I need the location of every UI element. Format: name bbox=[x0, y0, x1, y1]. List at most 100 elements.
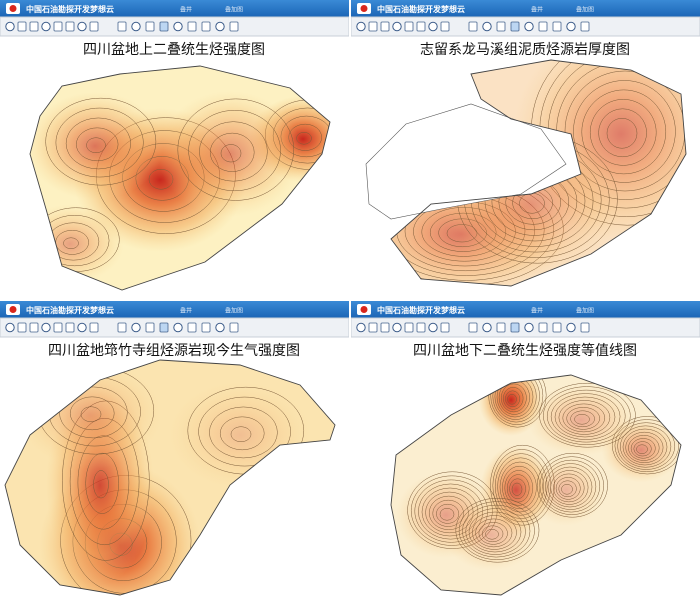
basin-outline bbox=[390, 59, 687, 287]
app-tab[interactable]: 叠井 bbox=[531, 6, 543, 14]
tool-button[interactable] bbox=[482, 21, 492, 32]
tool-button[interactable] bbox=[566, 322, 576, 333]
tool-button[interactable] bbox=[580, 21, 590, 32]
tool-button[interactable] bbox=[368, 21, 378, 32]
contour-line bbox=[86, 137, 106, 153]
tool-button[interactable] bbox=[159, 21, 169, 32]
tool-button[interactable] bbox=[145, 21, 155, 32]
tool-button[interactable] bbox=[496, 21, 506, 32]
tool-button[interactable] bbox=[428, 322, 438, 333]
tool-button[interactable] bbox=[392, 21, 402, 32]
tool-button[interactable] bbox=[187, 21, 197, 32]
tool-button[interactable] bbox=[77, 322, 87, 333]
tool-button[interactable] bbox=[17, 322, 27, 333]
tool-button[interactable] bbox=[41, 322, 51, 333]
tool-button[interactable] bbox=[201, 21, 211, 32]
tool-button[interactable] bbox=[404, 322, 414, 333]
contour-line bbox=[199, 121, 268, 182]
contour-line bbox=[465, 508, 526, 555]
tool-button[interactable] bbox=[538, 21, 548, 32]
tool-button[interactable] bbox=[428, 21, 438, 32]
tool-button[interactable] bbox=[53, 21, 63, 32]
tool-button[interactable] bbox=[229, 322, 239, 333]
contour-line bbox=[543, 386, 631, 445]
app-tab[interactable]: 叠加图 bbox=[225, 307, 243, 315]
tool-button[interactable] bbox=[201, 322, 211, 333]
map-title: 四川盆地下二叠统生烃强度等值线图 bbox=[413, 342, 637, 359]
map-panel: 中国石油勘探开发梦想云 叠井 叠加图 四川盆地筇竹寺组烃源岩现今生气强度图 bbox=[0, 301, 349, 599]
tool-button[interactable] bbox=[538, 322, 548, 333]
contour-line bbox=[570, 410, 595, 428]
tool-button[interactable] bbox=[524, 322, 534, 333]
tool-button[interactable] bbox=[229, 21, 239, 32]
contour-line bbox=[630, 438, 656, 459]
heat-zone bbox=[158, 91, 302, 217]
tool-button[interactable] bbox=[566, 21, 576, 32]
contour-line bbox=[545, 463, 597, 510]
tool-button[interactable] bbox=[5, 21, 15, 32]
tool-button[interactable] bbox=[173, 21, 183, 32]
tool-button[interactable] bbox=[117, 322, 127, 333]
tool-button[interactable] bbox=[416, 322, 426, 333]
tool-button[interactable] bbox=[77, 21, 87, 32]
tool-button[interactable] bbox=[552, 21, 562, 32]
tool-button[interactable] bbox=[41, 21, 51, 32]
app-tab[interactable]: 叠井 bbox=[180, 6, 192, 14]
tool-button[interactable] bbox=[524, 21, 534, 32]
tool-button[interactable] bbox=[404, 21, 414, 32]
contour-line bbox=[63, 237, 79, 249]
tool-button[interactable] bbox=[215, 322, 225, 333]
tool-button[interactable] bbox=[468, 21, 478, 32]
tool-button[interactable] bbox=[215, 21, 225, 32]
contour-line bbox=[628, 435, 660, 461]
tool-button[interactable] bbox=[356, 21, 366, 32]
contour-line bbox=[458, 501, 535, 560]
tool-button[interactable] bbox=[510, 21, 520, 32]
app-tab[interactable]: 叠加图 bbox=[225, 6, 243, 14]
contour-line bbox=[472, 515, 517, 550]
tool-button[interactable] bbox=[392, 322, 402, 333]
tool-button[interactable] bbox=[416, 21, 426, 32]
contour-line bbox=[494, 375, 537, 420]
tool-button[interactable] bbox=[89, 21, 99, 32]
tool-button[interactable] bbox=[131, 21, 141, 32]
tool-button[interactable] bbox=[117, 21, 127, 32]
app-title: 中国石油勘探开发梦想云 bbox=[377, 4, 465, 14]
contour-line bbox=[209, 132, 255, 172]
tool-button[interactable] bbox=[440, 322, 450, 333]
tool-button[interactable] bbox=[17, 21, 27, 32]
tool-button[interactable] bbox=[173, 322, 183, 333]
tool-button[interactable] bbox=[29, 322, 39, 333]
tool-button[interactable] bbox=[89, 322, 99, 333]
tool-button[interactable] bbox=[482, 322, 492, 333]
contour-line bbox=[589, 99, 657, 166]
tool-button[interactable] bbox=[53, 322, 63, 333]
tool-button[interactable] bbox=[380, 322, 390, 333]
tool-button[interactable] bbox=[368, 322, 378, 333]
tool-button[interactable] bbox=[552, 322, 562, 333]
tool-button[interactable] bbox=[131, 322, 141, 333]
tool-button[interactable] bbox=[468, 322, 478, 333]
tool-button[interactable] bbox=[380, 21, 390, 32]
tool-button[interactable] bbox=[356, 322, 366, 333]
tool-button[interactable] bbox=[159, 322, 169, 333]
tool-button[interactable] bbox=[145, 322, 155, 333]
app-tab[interactable]: 叠井 bbox=[531, 307, 543, 315]
tool-button[interactable] bbox=[65, 21, 75, 32]
tool-button[interactable] bbox=[187, 322, 197, 333]
app-tab[interactable]: 叠井 bbox=[180, 307, 192, 315]
tool-button[interactable] bbox=[580, 322, 590, 333]
app-tab[interactable]: 叠加图 bbox=[576, 6, 594, 14]
tool-button[interactable] bbox=[29, 21, 39, 32]
app-tab[interactable]: 叠加图 bbox=[576, 307, 594, 315]
tool-button[interactable] bbox=[5, 322, 15, 333]
tool-button[interactable] bbox=[440, 21, 450, 32]
contour-map bbox=[390, 374, 682, 596]
tool-button[interactable] bbox=[496, 322, 506, 333]
tool-button[interactable] bbox=[510, 322, 520, 333]
contour-line bbox=[636, 444, 648, 454]
tool-button[interactable] bbox=[65, 322, 75, 333]
